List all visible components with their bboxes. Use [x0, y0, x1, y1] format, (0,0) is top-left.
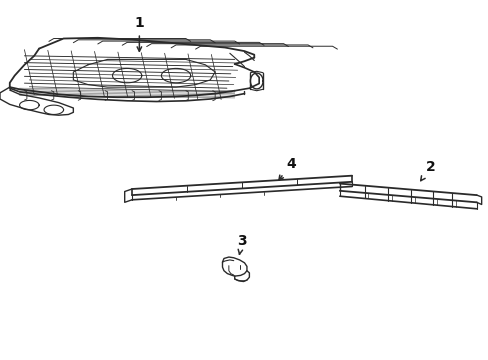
- Text: 4: 4: [278, 157, 295, 180]
- Text: 2: 2: [420, 161, 434, 181]
- Text: 1: 1: [134, 17, 144, 51]
- Text: 3: 3: [237, 234, 246, 254]
